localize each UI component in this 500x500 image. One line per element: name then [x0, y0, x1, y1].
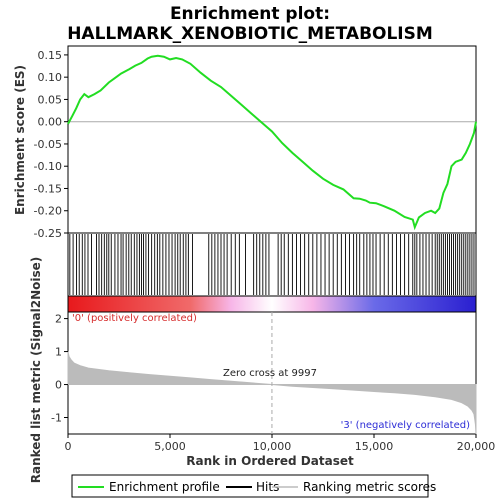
legend-item-hits: Hits — [256, 480, 279, 494]
ranking-gradient-bar — [67, 295, 477, 313]
es-plot-frame — [67, 45, 477, 234]
x-axis-label: Rank in Ordered Dataset — [186, 454, 354, 468]
es-y-axis: 0.15 0.10 0.05 0.00 -0.05 -0.10 -0.15 -0.20 -0.2… — [34, 49, 68, 240]
es-y-tick-label: 0.10 — [38, 71, 63, 84]
es-y-tick-label: 0.05 — [38, 93, 63, 106]
chart-title-line2: HALLMARK_XENOBIOTIC_METABOLISM — [67, 24, 433, 44]
hits-frame — [67, 232, 477, 297]
metric-area — [67, 351, 477, 435]
x-axis: 0 5,000 10,000 15,000 20,000 — [65, 434, 496, 453]
es-y-tick-label: 0.15 — [38, 49, 63, 62]
legend-item-ranking-metric-scores: Ranking metric scores — [303, 480, 436, 494]
es-y-tick-label: -0.05 — [34, 138, 62, 151]
metric-y-tick-label: -1 — [51, 412, 62, 425]
metric-y-axis-label: Ranked list metric (Signal2Noise) — [29, 257, 43, 484]
es-y-tick-label: 0.00 — [38, 116, 63, 129]
es-panel: 0.15 0.10 0.05 0.00 -0.05 -0.10 -0.15 -0.20 -0.2… — [34, 45, 477, 240]
x-tick-label: 10,000 — [253, 440, 292, 453]
es-y-tick-label: -0.15 — [34, 182, 62, 195]
metric-y-tick-label: 0 — [55, 379, 62, 392]
legend: Enrichment profile Hits Ranking metric s… — [71, 474, 436, 498]
metric-panel: 2 1 0 -1 '0' (positively correlated) Zero c… — [51, 311, 477, 435]
metric-y-tick-label: 2 — [55, 313, 62, 326]
chart-title-line1: Enrichment plot: — [170, 4, 330, 24]
es-y-axis-label: Enrichment score (ES) — [13, 65, 27, 215]
positive-correlation-label: '0' (positively correlated) — [72, 313, 197, 324]
metric-y-tick-label: 1 — [55, 346, 62, 359]
es-y-tick-label: -0.20 — [34, 205, 62, 218]
x-tick-label: 0 — [65, 440, 72, 453]
metric-y-axis: 2 1 0 -1 — [51, 313, 68, 425]
legend-item-enrichment-profile: Enrichment profile — [109, 480, 220, 494]
x-tick-label: 20,000 — [457, 440, 496, 453]
zero-cross-label: Zero cross at 9997 — [223, 368, 317, 379]
negative-correlation-label: '3' (negatively correlated) — [341, 420, 470, 431]
x-tick-label: 15,000 — [355, 440, 394, 453]
x-tick-label: 5,000 — [154, 440, 186, 453]
hits-lines — [69, 234, 475, 295]
es-y-tick-label: -0.25 — [34, 227, 62, 240]
es-y-tick-label: -0.10 — [34, 160, 62, 173]
hits-panel — [67, 232, 477, 297]
es-series-line — [67, 54, 477, 231]
